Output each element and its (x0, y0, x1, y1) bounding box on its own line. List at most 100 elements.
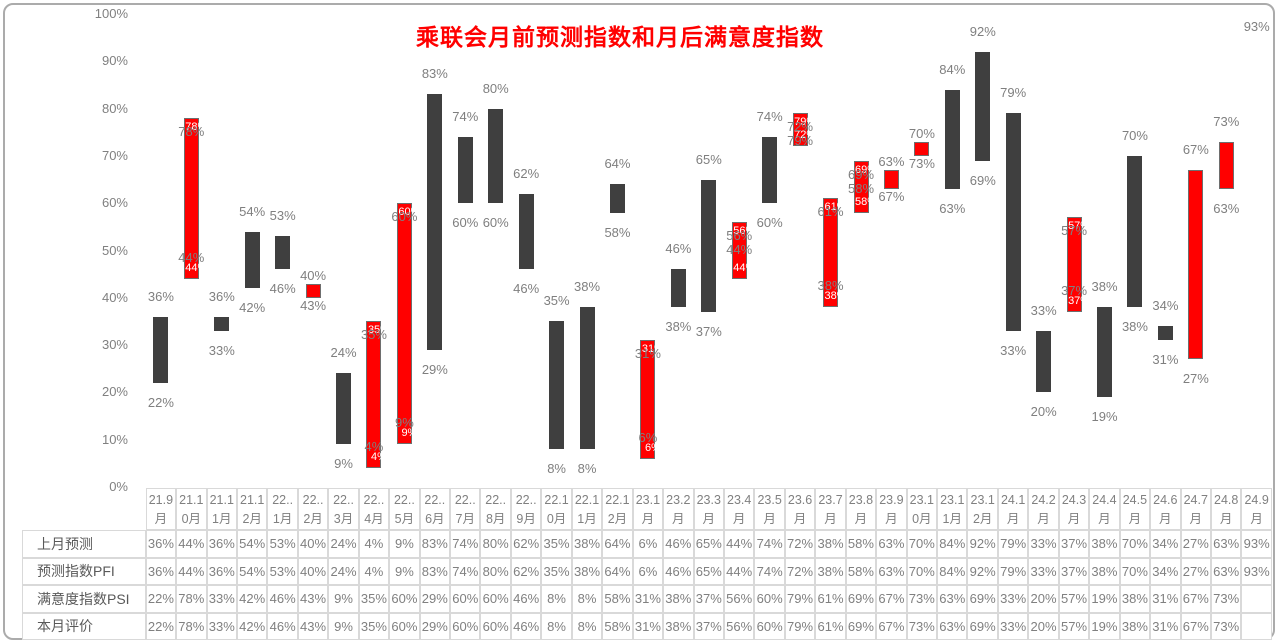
table-cell: 73% (906, 585, 938, 613)
range-bar-23.6月 (792, 113, 808, 147)
range-bar-22.4月 (366, 321, 382, 469)
table-cell: 44% (723, 557, 755, 585)
table-cell: 60% (480, 585, 511, 613)
range-bar-22.9月 (518, 193, 534, 270)
range-bar-21.11月 (214, 316, 230, 331)
bar-value-label: 33% (208, 342, 235, 358)
table-cell: 40% (297, 557, 329, 585)
bar-value-label: 29% (421, 361, 448, 377)
table-cell: 60% (754, 612, 785, 640)
range-bar-23.4月 (731, 222, 747, 279)
month-line2: 月 (1037, 512, 1050, 526)
y-axis-tick-label: 100% (94, 6, 128, 21)
x-axis-month-cell: 23.8 月 (845, 488, 877, 530)
table-cell: 33% (997, 612, 1029, 640)
table-cell: 73% (1210, 612, 1242, 640)
range-bar-21.10月 (183, 118, 199, 279)
bar-value-label: 46% (269, 281, 296, 297)
table-cell: 24% (328, 530, 359, 558)
month-line1: 23.1 (635, 493, 661, 507)
range-bar-22.3月 (336, 373, 352, 445)
bar-value-label: 65% (695, 151, 722, 167)
x-axis-month-cell: 24.5 月 (1119, 488, 1151, 530)
table-cell: 79% (997, 530, 1029, 558)
x-axis-month-cell: 23.1 2月 (967, 488, 998, 530)
range-bar-22.6月 (427, 94, 443, 350)
table-cell: 69% (845, 612, 877, 640)
range-bar-24.8月 (1218, 141, 1234, 189)
range-bar-24.5月 (1127, 155, 1143, 308)
table-cell: 33% (1028, 530, 1059, 558)
table-cell: 9% (328, 585, 359, 613)
x-axis-month-cell: 21.1 2月 (236, 488, 268, 530)
bar-value-label: 62% (513, 165, 540, 181)
table-cell: 38% (815, 557, 846, 585)
table-row-header: 本月评价 (22, 612, 146, 640)
table-cell: 65% (693, 557, 724, 585)
bar-value-label: 36% (147, 288, 174, 304)
table-cell: 43% (297, 612, 329, 640)
x-axis-month-cell: 22.. 2月 (297, 488, 329, 530)
table-cell: 64% (602, 530, 633, 558)
bar-value-label: 8% (547, 461, 566, 477)
month-line1: 24.5 (1122, 493, 1148, 507)
table-cell: 35% (358, 612, 390, 640)
month-line1: 22.. (515, 493, 537, 507)
x-axis-month-cell: 21.9 月 (145, 488, 177, 530)
month-line1: 21.1 (209, 493, 234, 507)
bar-value-label: 83% (421, 66, 448, 82)
bar-value-label: 43% (300, 297, 327, 313)
month-line2: 月 (854, 512, 868, 526)
range-bar-22.7月 (457, 136, 473, 204)
table-cell: 80% (480, 530, 511, 558)
x-axis-month-cell: 23.1 0月 (906, 488, 938, 530)
table-cell: 73% (906, 612, 938, 640)
month-line1: 23.6 (787, 493, 813, 507)
bar-value-label: 40% (300, 267, 327, 283)
table-cell: 74% (450, 557, 481, 585)
month-line1: 24.8 (1214, 493, 1239, 507)
range-bar-22.2月 (305, 283, 321, 298)
table-cell: 63% (1210, 530, 1242, 558)
table-cell: 62% (510, 530, 542, 558)
month-line2: 6月 (425, 512, 445, 526)
table-cell: 4% (358, 530, 390, 558)
month-line1: 23.7 (818, 493, 843, 507)
month-line2: 月 (824, 512, 837, 526)
table-cell: 93% (1241, 557, 1272, 585)
table-cell: 8% (541, 585, 572, 613)
month-line1: 24.1 (1000, 493, 1026, 507)
month-line1: 24.4 (1092, 493, 1117, 507)
month-line1: 24.2 (1031, 493, 1056, 507)
range-bar-23.8月 (853, 160, 869, 213)
table-cell: 61% (815, 612, 846, 640)
bar-value-label: 60% (452, 215, 479, 231)
table-cell: 35% (541, 557, 572, 585)
bar-value-label: 58% (604, 224, 631, 240)
table-cell: 46% (510, 612, 542, 640)
month-line2: 月 (1250, 512, 1263, 526)
range-bar-24.7月 (1188, 170, 1204, 360)
table-cell: 36% (145, 557, 177, 585)
x-axis-month-cell: 23.4 月 (723, 488, 755, 530)
month-line2: 月 (1219, 512, 1233, 526)
x-axis-month-cell: 21.1 0月 (176, 488, 207, 530)
table-cell: 9% (389, 530, 420, 558)
month-line1: 22.. (485, 493, 507, 507)
bar-value-label: 36% (208, 288, 235, 304)
range-bar-23.1月 (640, 340, 656, 459)
table-cell: 44% (723, 530, 755, 558)
range-bar-22.1月 (275, 236, 291, 270)
x-axis-month-cell: 22.1 2月 (602, 488, 633, 530)
bar-value-label: 54% (239, 203, 266, 219)
table-cell: 69% (845, 585, 877, 613)
table-cell: 6% (632, 530, 664, 558)
table-cell: 60% (450, 612, 481, 640)
x-axis-month-cell: 24.6 月 (1150, 488, 1181, 530)
bar-value-label: 74% (452, 108, 479, 124)
month-line2: 月 (641, 512, 655, 526)
table-cell: 70% (1119, 530, 1151, 558)
table-cell: 20% (1028, 612, 1059, 640)
bar-value-label: 42% (239, 300, 266, 316)
month-line1: 23.3 (696, 493, 721, 507)
